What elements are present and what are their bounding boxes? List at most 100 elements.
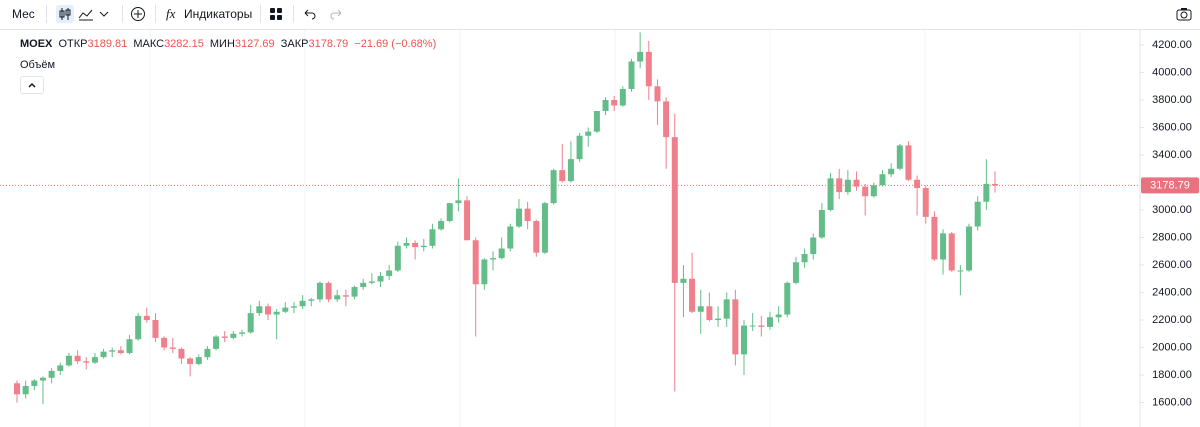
open-label: ОТКР [58,38,88,50]
candle-body [905,145,912,180]
candle-body [645,51,652,87]
candle-body [507,226,514,249]
candle-body [420,245,427,248]
high-value: 3282.15 [164,38,204,50]
low-value: 3127.69 [234,38,275,50]
candle-body [325,282,332,300]
candle-body [446,203,453,222]
candle-body [654,86,661,102]
candle-body [334,295,341,300]
candle-body [628,61,635,89]
candle-body [567,159,574,182]
candle-body [39,377,46,381]
y-tick-label: 1800.00 [1152,369,1192,381]
add-button[interactable] [130,6,146,22]
candle-body [342,295,349,297]
candle-body [187,358,194,365]
candle-body [368,281,375,283]
candle-body [784,282,791,315]
candle-body [490,258,497,260]
candle-body [481,259,488,285]
candle-body [161,337,168,348]
symbol: MOEX [20,38,53,50]
candle-body [273,311,280,315]
y-tick-label: 2800.00 [1152,231,1192,243]
y-tick-label: 3600.00 [1152,121,1192,133]
candle-body [351,287,358,297]
high-label: МАКС [133,38,165,50]
candle-body [637,51,644,62]
y-tick-label: 2200.00 [1152,314,1192,326]
candle-body [602,99,609,111]
candle-body [593,110,600,132]
candle-body [766,317,773,327]
candle-body [152,320,159,338]
candle-body [888,168,895,175]
last-price-label: 3178.79 [1150,179,1190,191]
candle-body [853,179,860,187]
indicators-button[interactable]: Индикаторы [184,7,253,21]
candle-body [914,179,921,189]
candle-body [697,306,704,312]
candle-body [931,216,938,260]
candle-body [83,361,90,363]
candle-body [870,185,877,197]
candle-body [65,355,72,366]
candle-body [109,350,116,352]
candle-body [178,348,185,359]
candle-body [896,145,903,169]
chart-type-buttons[interactable] [56,5,118,23]
candle-body [992,183,998,186]
candle-body [464,200,471,241]
candle-body [550,170,557,204]
candle-body [689,278,696,312]
y-tick-label: 2000.00 [1152,341,1192,353]
candle-body [922,188,929,217]
candle-body [524,208,531,222]
candle-body [264,306,271,315]
candle-body [533,221,540,253]
candle-body [715,318,722,321]
candle-body [671,137,678,283]
candle-body [576,135,583,160]
candle-body [290,306,297,308]
toolbar: Мес fx Индикаторы [0,0,1200,30]
fx-icon: fx [166,6,176,21]
interval-button[interactable]: Мес [12,7,35,21]
candle-body [611,99,618,106]
candle-body [723,299,730,319]
candle-body [57,365,64,371]
candle-body [455,200,462,204]
candle-body [966,226,973,271]
y-tick-label: 3800.00 [1152,94,1192,106]
candle-body [135,315,142,340]
chevron [28,82,36,88]
layout-button[interactable] [270,8,283,21]
candle-body [412,243,419,248]
candle-body [14,383,20,395]
candle-body [299,300,306,307]
y-tick-label: 4200.00 [1152,39,1192,51]
candle-body [143,315,150,321]
candle-body [957,270,964,272]
candle-body [732,299,739,355]
candle-body [948,233,955,271]
candle-body [862,186,869,197]
candle-body [48,370,55,378]
candle-body [126,339,133,354]
candle-body [836,178,843,193]
change: −21.69 (−0.68%) [354,38,437,50]
candle-body [230,333,237,338]
candle-body [472,240,479,285]
candle-body [741,325,748,355]
collapse-button[interactable] [20,76,44,94]
candle-body [879,174,886,186]
candle-body [775,314,782,318]
candle-body [377,276,384,282]
candle-body [386,270,393,277]
screenshot-button[interactable] [1176,7,1192,21]
candle-body [706,306,713,321]
candle-body [308,299,315,301]
undo-redo[interactable] [303,8,343,21]
